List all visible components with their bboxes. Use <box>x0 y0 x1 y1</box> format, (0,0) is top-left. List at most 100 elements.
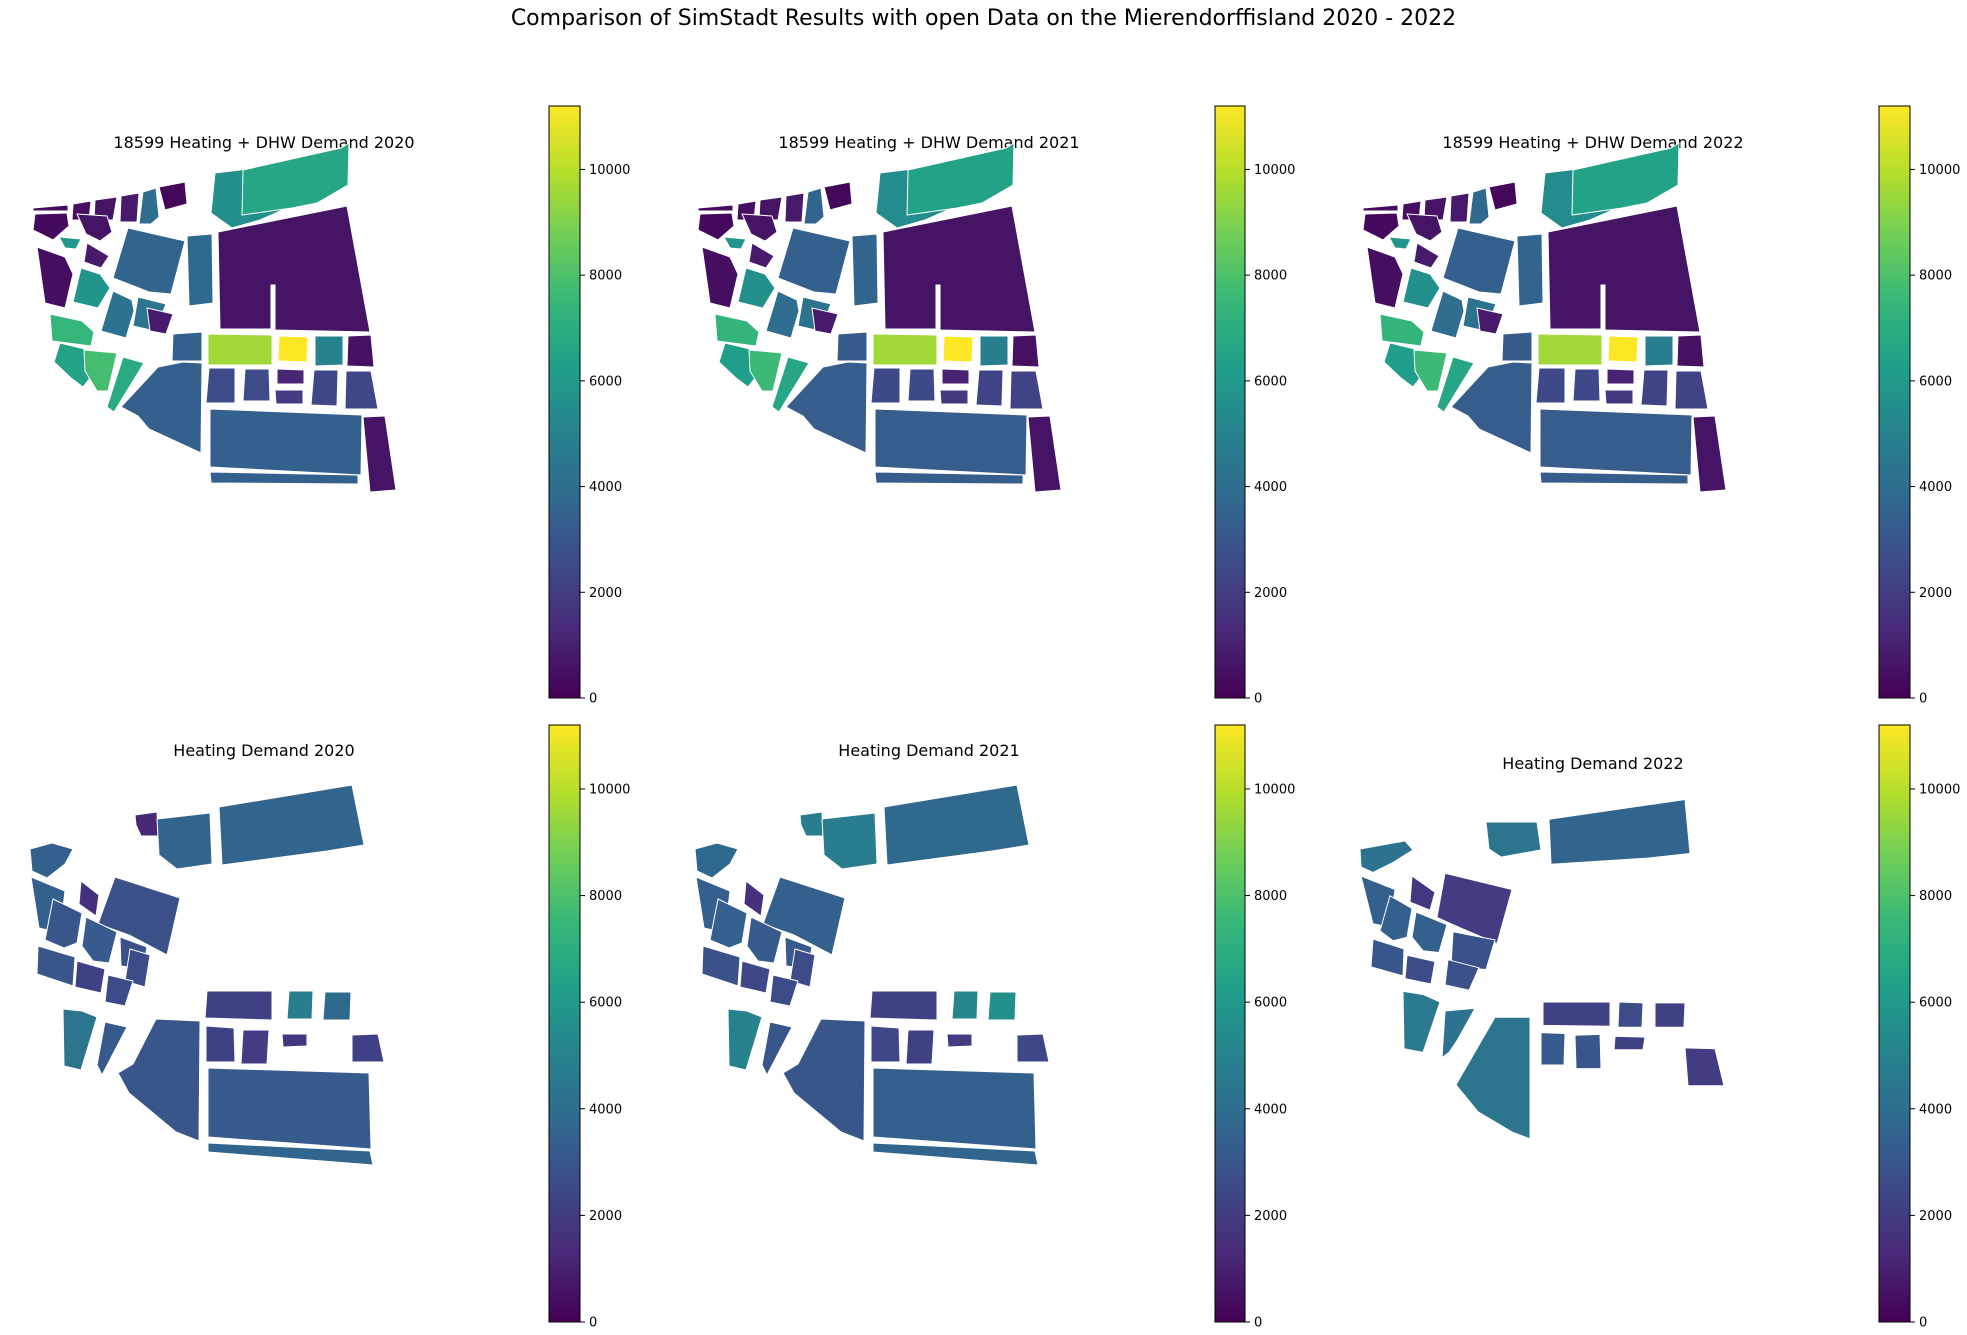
building-block <box>158 181 188 211</box>
building-block <box>1359 840 1414 873</box>
building-block <box>946 1033 973 1048</box>
building-block <box>765 290 800 339</box>
building-block <box>694 842 739 879</box>
building-block <box>1488 181 1518 211</box>
colorbar-tick-label: 0 <box>1919 692 1927 707</box>
panel-title: Heating Demand 2021 <box>838 741 1019 760</box>
building-block <box>83 349 118 392</box>
building-block <box>727 1008 763 1071</box>
building-block <box>1379 895 1413 942</box>
building-block <box>769 974 799 1007</box>
building-block <box>29 842 74 879</box>
building-block <box>310 369 339 407</box>
colorbar-tick-label: 8000 <box>589 269 622 284</box>
building-block <box>1009 370 1044 410</box>
building-block <box>777 227 851 295</box>
building-block <box>1409 875 1436 911</box>
colorbar-tick-label: 2000 <box>1919 586 1952 601</box>
building-block <box>117 1018 201 1142</box>
building-block <box>1574 1033 1602 1070</box>
colorbar-tick-label: 6000 <box>1919 996 1952 1011</box>
building-block <box>1362 204 1399 212</box>
building-block <box>951 990 979 1020</box>
building-block <box>240 1029 270 1065</box>
building-block <box>344 370 379 410</box>
colorbar-tick-label: 0 <box>1919 1316 1927 1331</box>
building-block <box>1450 931 1496 971</box>
building-block <box>32 204 69 212</box>
building-block <box>737 267 776 309</box>
colorbar-tick-label: 6000 <box>589 374 622 389</box>
building-block <box>874 408 1028 476</box>
building-block <box>761 1021 793 1077</box>
building-block <box>207 1142 374 1166</box>
building-block <box>1542 1001 1611 1027</box>
colorbar <box>1214 724 1246 1323</box>
colorbar-tick-label: 8000 <box>1254 889 1287 904</box>
building-block <box>1485 821 1542 858</box>
building-block <box>277 335 309 363</box>
building-block <box>218 784 365 866</box>
building-block <box>1379 313 1425 347</box>
building-block <box>874 471 1024 485</box>
building-block <box>1571 142 1680 216</box>
building-block <box>1674 370 1709 410</box>
building-block <box>1436 872 1513 945</box>
building-block <box>1450 361 1533 454</box>
building-block <box>100 290 135 339</box>
building-block <box>697 212 735 241</box>
colorbar-tick-label: 6000 <box>1919 374 1952 389</box>
building-block <box>32 212 70 241</box>
map-panel-1: 18599 Heating + DHW Demand 2020 0 2000 4000… <box>32 105 630 707</box>
colorbar-tick-label: 10000 <box>1254 782 1295 797</box>
colorbar-tick-label: 6000 <box>1254 996 1287 1011</box>
building-block <box>1011 334 1040 368</box>
building-block <box>907 368 936 402</box>
building-block <box>58 236 82 250</box>
building-block <box>1535 367 1566 404</box>
building-block <box>771 356 810 413</box>
building-block <box>811 307 839 335</box>
building-block <box>1444 959 1480 991</box>
building-block <box>78 880 100 917</box>
building-block <box>701 945 741 987</box>
colorbar <box>548 105 581 699</box>
building-block <box>44 898 83 949</box>
building-block <box>1676 334 1705 368</box>
building-block <box>1640 369 1669 407</box>
building-block <box>1402 267 1441 309</box>
map-panel-6: Heating Demand 2022 0 2000 4000 6000 8000 1000… <box>1359 724 1960 1331</box>
building-block <box>93 196 118 221</box>
building-block <box>124 948 151 988</box>
building-block <box>1027 415 1062 493</box>
building-block <box>1501 331 1533 362</box>
colorbar-tick-label: 2000 <box>589 586 622 601</box>
building-block <box>785 361 868 454</box>
panel-title: Heating Demand 2020 <box>173 741 354 760</box>
building-block <box>1362 212 1400 241</box>
building-block <box>1606 368 1635 385</box>
colorbar-tick-label: 6000 <box>589 996 622 1011</box>
colorbar-tick-label: 2000 <box>1254 586 1287 601</box>
building-block <box>76 213 113 242</box>
building-block <box>739 960 771 994</box>
building-block <box>1413 349 1448 392</box>
map-panel-4: Heating Demand 2020 0 2000 4000 6000 8000 1000… <box>29 724 630 1331</box>
building-block <box>869 990 938 1021</box>
building-block <box>205 1025 236 1063</box>
building-block <box>942 335 974 363</box>
building-block <box>821 812 878 870</box>
colorbar-tick-label: 4000 <box>589 1102 622 1117</box>
building-block <box>1539 408 1693 476</box>
building-block <box>1402 990 1441 1053</box>
building-block <box>36 246 74 309</box>
building-block <box>836 331 868 362</box>
building-block <box>748 242 775 269</box>
panel-title: Heating Demand 2022 <box>1502 754 1683 773</box>
building-block <box>741 213 778 242</box>
colorbar-tick-label: 4000 <box>1919 1102 1952 1117</box>
building-block <box>1547 205 1701 333</box>
building-block <box>281 1033 308 1048</box>
building-block <box>83 242 110 269</box>
